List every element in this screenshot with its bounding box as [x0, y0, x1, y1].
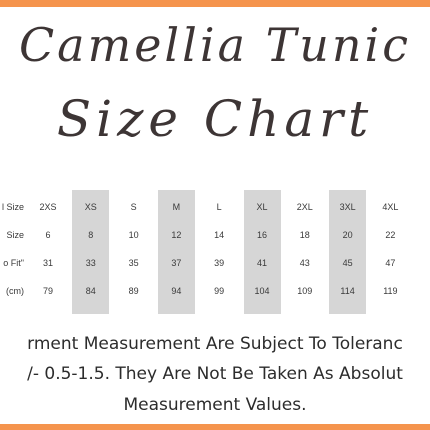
size-value-cell: 104: [254, 286, 270, 296]
size-column-2xs: 2XS 6 31 79: [30, 190, 67, 314]
size-value-cell: 33: [85, 258, 96, 268]
size-column-4xl: 4XL 22 47 119: [372, 190, 409, 314]
size-column-xs: XS 8 33 84: [72, 190, 110, 314]
size-header-cell: 2XL: [296, 202, 313, 212]
size-value-cell: 109: [297, 286, 313, 296]
size-column-s: S 10 35 89: [115, 190, 152, 314]
size-value-cell: 99: [214, 286, 225, 296]
size-value-cell: 8: [88, 230, 94, 240]
size-header-cell: 4XL: [382, 202, 399, 212]
size-header-cell: XL: [256, 202, 268, 212]
size-value-cell: 45: [342, 258, 353, 268]
row-label-us-size: Size: [6, 230, 24, 240]
size-value-cell: 18: [299, 230, 310, 240]
size-column-l: L 14 39 99: [201, 190, 238, 314]
tolerance-note-line1: rment Measurement Are Subject To Toleran…: [27, 334, 403, 354]
chart-title-line2: Size Chart: [56, 90, 374, 148]
size-header-cell: 3XL: [339, 202, 356, 212]
size-value-cell: 31: [42, 258, 53, 268]
size-value-cell: 20: [342, 230, 353, 240]
size-value-cell: 79: [42, 286, 53, 296]
chart-title-line1: Camellia Tunic: [18, 18, 412, 72]
size-column-xl: XL 16 41 104: [243, 190, 281, 314]
size-column-m: M 12 37 94: [157, 190, 195, 314]
size-value-cell: 12: [171, 230, 182, 240]
size-table: l Size Size o Fit" (cm) 2XS 6 31 79 XS 8 33 84 S…: [0, 190, 430, 314]
size-value-cell: 94: [171, 286, 182, 296]
size-value-cell: 47: [385, 258, 396, 268]
size-column-2xl: 2XL 18 43 109: [286, 190, 323, 314]
row-label-cm: (cm): [6, 286, 24, 296]
tolerance-note-line3: Measurement Values.: [123, 395, 307, 415]
tolerance-note-line2: /- 0.5-1.5. They Are Not Be Taken As Abs…: [27, 364, 403, 384]
size-header-cell: S: [130, 202, 137, 212]
bottom-orange-border: [0, 424, 430, 430]
size-value-cell: 84: [85, 286, 96, 296]
size-header-cell: M: [172, 202, 181, 212]
size-value-cell: 114: [340, 286, 355, 296]
size-value-cell: 37: [171, 258, 182, 268]
size-value-cell: 10: [128, 230, 139, 240]
row-label-size: l Size: [1, 202, 24, 212]
size-value-cell: 39: [214, 258, 225, 268]
size-column-3xl: 3XL 20 45 114: [329, 190, 367, 314]
size-header-cell: L: [216, 202, 222, 212]
size-value-cell: 43: [299, 258, 310, 268]
size-value-cell: 41: [256, 258, 267, 268]
size-header-cell: XS: [84, 202, 97, 212]
size-value-cell: 22: [385, 230, 396, 240]
size-value-cell: 6: [45, 230, 51, 240]
size-value-cell: 35: [128, 258, 139, 268]
row-label-fit: o Fit": [3, 258, 24, 268]
size-value-cell: 14: [214, 230, 225, 240]
size-value-cell: 16: [256, 230, 267, 240]
size-header-cell: 2XS: [39, 202, 57, 212]
top-orange-border: [0, 0, 430, 7]
size-value-cell: 119: [383, 286, 398, 296]
size-value-cell: 89: [128, 286, 139, 296]
